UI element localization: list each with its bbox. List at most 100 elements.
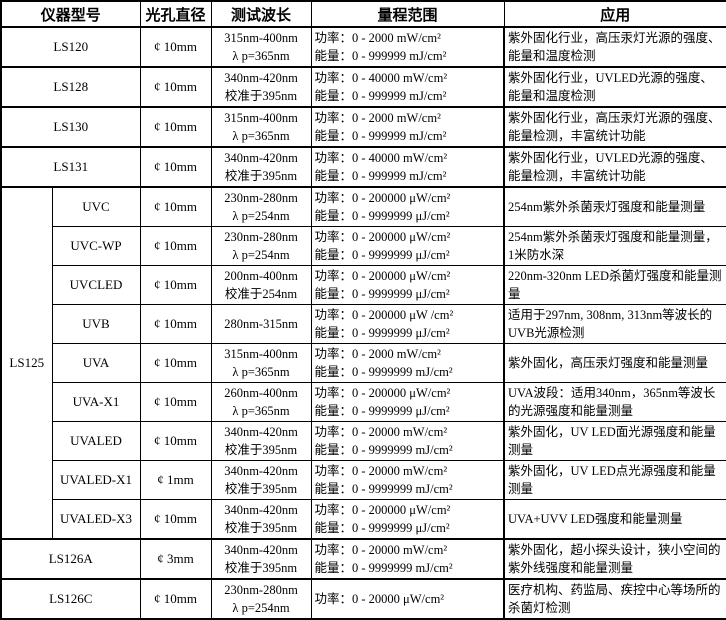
header-row: 仪器型号 光孔直径 测试波长 量程范围 应用 <box>0 0 726 28</box>
range-cell: 功率：0 - 2000 mW/cm² 能量：0 - 9999999 mJ/cm² <box>310 343 506 383</box>
table-row: LS125 UVC ¢ 10mm 230nm-280nm λ p=254nm 功率：0 -… <box>0 186 726 540</box>
wavelength-line: 260nm-400nm <box>224 386 298 400</box>
range-cell: 功率：0 - 200000 μW/cm² 能量：0 - 9999999 μJ/cm… <box>310 382 506 422</box>
table-row: UVALED ¢ 10mm 340nm-420nm 校准于395nm 功率：0 - 20… <box>1 421 726 461</box>
range-line: 能量：0 - 999999 mJ/cm² <box>314 89 447 103</box>
range-line: 功率：0 - 40000 mW/cm² <box>314 71 448 85</box>
wavelength-line: 315nm-400nm <box>224 347 298 361</box>
table-row: UVA-X1 ¢ 10mm 260nm-400nm λ p=365nm 功率：0 - 2… <box>1 382 726 422</box>
aperture-cell: ¢ 10mm <box>139 186 212 227</box>
application-cell: 紫外固化，高压汞灯强度和能量测量 <box>503 343 726 383</box>
application-cell: 254nm紫外杀菌汞灯强度和能量测量，1米防水深 <box>503 226 726 266</box>
wavelength-cell: 340nm-420nm 校准于395nm <box>210 421 312 461</box>
range-line: 能量：0 - 9999999 μJ/cm² <box>314 326 450 340</box>
aperture-cell: ¢ 10mm <box>139 66 212 108</box>
range-line: 能量：0 - 9999999 μJ/cm² <box>314 209 450 223</box>
range-line: 能量：0 - 9999999 μJ/cm² <box>314 287 450 301</box>
application-cell: 254nm紫外杀菌汞灯强度和能量测量 <box>503 186 726 227</box>
table-row: LS130 ¢ 10mm 315nm-400nm λ p=365nm 功率：0 - 20… <box>0 106 726 148</box>
application-cell: 紫外固化，UV LED面光源强度和能量测量 <box>503 421 726 461</box>
aperture-cell: ¢ 10mm <box>139 226 212 266</box>
wavelength-line: λ p=254nm <box>232 601 290 615</box>
wavelength-cell: 340nm-420nm 校准于395nm <box>210 499 312 540</box>
range-cell: 功率：0 - 2000 mW/cm² 能量：0 - 999999 mJ/cm² <box>310 26 506 68</box>
table-row: UVA ¢ 10mm 315nm-400nm λ p=365nm 功率：0 - 2000… <box>1 343 726 383</box>
range-cell: 功率：0 - 40000 mW/cm² 能量：0 - 999999 mJ/cm² <box>310 66 506 108</box>
wavelength-line: 340nm-420nm <box>224 543 298 557</box>
table-row: LS128 ¢ 10mm 340nm-420nm 校准于395nm 功率：0 - 400… <box>0 66 726 108</box>
range-cell: 功率：0 - 200000 μW /cm² 能量：0 - 9999999 μJ/c… <box>310 304 506 344</box>
range-line: 功率：0 - 20000 mW/cm² <box>314 543 448 557</box>
range-line: 功率：0 - 2000 mW/cm² <box>314 111 441 125</box>
aperture-cell: ¢ 10mm <box>139 421 212 461</box>
wavelength-line: 230nm-280nm <box>224 583 298 597</box>
wavelength-line: 校准于395nm <box>224 443 298 457</box>
range-line: 能量：0 - 9999999 mJ/cm² <box>314 365 453 379</box>
wavelength-line: λ p=365nm <box>232 404 290 418</box>
model-cell: LS126A <box>0 538 141 580</box>
wavelength-line: 校准于395nm <box>224 521 298 535</box>
model-cell: LS131 <box>0 146 141 188</box>
range-line: 功率：0 - 40000 mW/cm² <box>314 151 448 165</box>
aperture-cell: ¢ 10mm <box>139 304 212 344</box>
wavelength-line: 315nm-400nm <box>224 31 298 45</box>
range-line: 功率：0 - 20000 mW/cm² <box>314 464 448 478</box>
wavelength-line: 340nm-420nm <box>224 425 298 439</box>
wavelength-line: 230nm-280nm <box>224 191 298 205</box>
range-line: 能量：0 - 9999999 μJ/cm² <box>314 248 450 262</box>
model-group-cell: LS125 <box>0 186 53 540</box>
model-cell: LS126C <box>0 578 141 620</box>
table-row: UVCLED ¢ 10mm 200nm-400nm 校准于254nm 功率：0 - 20… <box>1 265 726 305</box>
aperture-cell: ¢ 10mm <box>139 146 212 188</box>
range-line: 功率：0 - 200000 μW/cm² <box>314 230 451 244</box>
wavelength-line: λ p=365nm <box>232 365 290 379</box>
range-line: 功率：0 - 2000 mW/cm² <box>314 347 441 361</box>
sub-model-cell: UVALED-X1 <box>51 460 141 500</box>
wavelength-line: 340nm-420nm <box>224 464 298 478</box>
table-row: LS126A ¢ 3mm 340nm-420nm 校准于395nm 功率：0 - 200… <box>0 538 726 580</box>
range-line: 能量：0 - 9999999 μJ/cm² <box>314 404 450 418</box>
sub-model-cell: UVA-X1 <box>51 382 141 422</box>
application-cell: 紫外固化行业，UVLED光源的强度、能量和温度检测 <box>503 66 726 108</box>
application-cell: 220nm-320nm LED杀菌灯强度和能量测量 <box>503 265 726 305</box>
sub-model-cell: UVALED <box>51 421 141 461</box>
aperture-cell: ¢ 10mm <box>139 578 212 620</box>
range-cell: 功率：0 - 20000 μW/cm² <box>310 578 506 620</box>
aperture-cell: ¢ 10mm <box>139 265 212 305</box>
wavelength-cell: 230nm-280nm λ p=254nm <box>210 226 312 266</box>
application-cell: 紫外固化行业，UVLED光源的强度、能量检测，丰富统计功能 <box>503 146 726 188</box>
aperture-cell: ¢ 10mm <box>139 106 212 148</box>
sub-model-cell: UVC-WP <box>51 226 141 266</box>
range-cell: 功率：0 - 40000 mW/cm² 能量：0 - 999999 mJ/cm² <box>310 146 506 188</box>
column-header-range: 量程范围 <box>310 0 505 28</box>
range-line: 功率：0 - 20000 μW/cm² <box>314 592 445 606</box>
wavelength-cell: 340nm-420nm 校准于395nm <box>210 146 312 188</box>
wavelength-cell: 340nm-420nm 校准于395nm <box>210 66 312 108</box>
range-cell: 功率：0 - 20000 mW/cm² 能量：0 - 9999999 mJ/cm² <box>310 460 506 500</box>
wavelength-cell: 315nm-400nm λ p=365nm <box>210 343 312 383</box>
range-cell: 功率：0 - 20000 mW/cm² 能量：0 - 9999999 mJ/cm² <box>310 538 506 580</box>
range-cell: 功率：0 - 200000 μW/cm² 能量：0 - 9999999 μJ/cm… <box>310 186 506 227</box>
wavelength-line: 230nm-280nm <box>224 230 298 244</box>
range-line: 能量：0 - 999999 mJ/cm² <box>314 169 447 183</box>
range-cell: 功率：0 - 200000 μW/cm² 能量：0 - 9999999 μJ/cm… <box>310 265 506 305</box>
table-row: UVALED-X3 ¢ 10mm 340nm-420nm 校准于395nm 功率：0 -… <box>1 499 726 540</box>
wavelength-line: 315nm-400nm <box>224 111 298 125</box>
wavelength-cell: 340nm-420nm 校准于395nm <box>210 460 312 500</box>
sub-model-cell: UVB <box>51 304 141 344</box>
wavelength-line: 校准于395nm <box>224 561 298 575</box>
sub-model-cell: UVALED-X3 <box>51 499 141 540</box>
wavelength-cell: 230nm-280nm λ p=254nm <box>210 578 312 620</box>
wavelength-cell: 230nm-280nm λ p=254nm <box>210 186 312 227</box>
range-line: 能量：0 - 999999 mJ/cm² <box>314 49 447 63</box>
range-line: 功率：0 - 200000 μW/cm² <box>314 191 451 205</box>
application-cell: 医疗机构、药监局、疾控中心等场所的杀菌灯检测 <box>503 578 726 620</box>
range-line: 功率：0 - 2000 mW/cm² <box>314 31 441 45</box>
sub-model-cell: UVA <box>51 343 141 383</box>
column-header-application: 应用 <box>503 0 726 28</box>
table-row: UVB ¢ 10mm 280nm-315nm 功率：0 - 200000 μW /cm… <box>1 304 726 344</box>
wavelength-line: 校准于395nm <box>224 89 298 103</box>
wavelength-line: 280nm-315nm <box>224 317 298 331</box>
range-line: 能量：0 - 9999999 mJ/cm² <box>314 443 453 457</box>
